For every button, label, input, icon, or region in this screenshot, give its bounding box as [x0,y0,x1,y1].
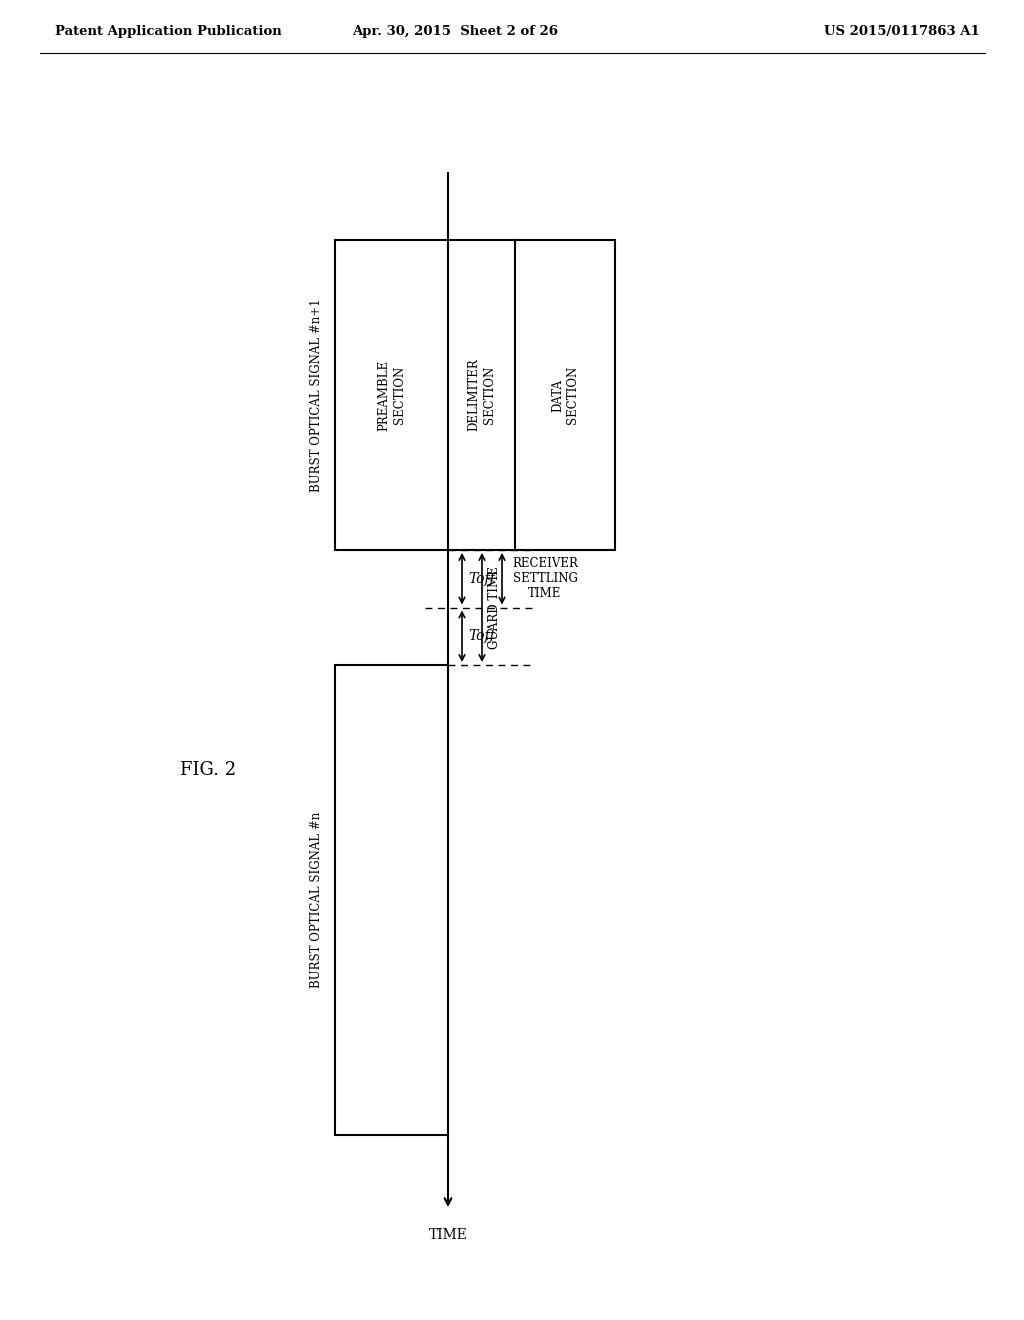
Text: GUARD TIME: GUARD TIME [488,566,501,649]
Text: TIME: TIME [429,1228,467,1242]
Text: BURST OPTICAL SIGNAL #n+1: BURST OPTICAL SIGNAL #n+1 [310,298,323,492]
Text: PREAMBLE
SECTION: PREAMBLE SECTION [378,359,406,430]
Bar [335,665,449,1135]
Text: RECEIVER
SETTLING
TIME: RECEIVER SETTLING TIME [512,557,578,601]
Text: DELIMITER
SECTION: DELIMITER SECTION [468,359,496,432]
Text: Apr. 30, 2015  Sheet 2 of 26: Apr. 30, 2015 Sheet 2 of 26 [352,25,558,38]
Bar [335,240,615,550]
Text: BURST OPTICAL SIGNAL #n: BURST OPTICAL SIGNAL #n [310,812,323,989]
Text: DATA
SECTION: DATA SECTION [551,366,579,424]
Text: US 2015/0117863 A1: US 2015/0117863 A1 [824,25,980,38]
Text: FIG. 2: FIG. 2 [180,762,237,779]
Text: Toff: Toff [468,572,495,586]
Text: Patent Application Publication: Patent Application Publication [55,25,282,38]
Text: Toff: Toff [468,630,495,643]
